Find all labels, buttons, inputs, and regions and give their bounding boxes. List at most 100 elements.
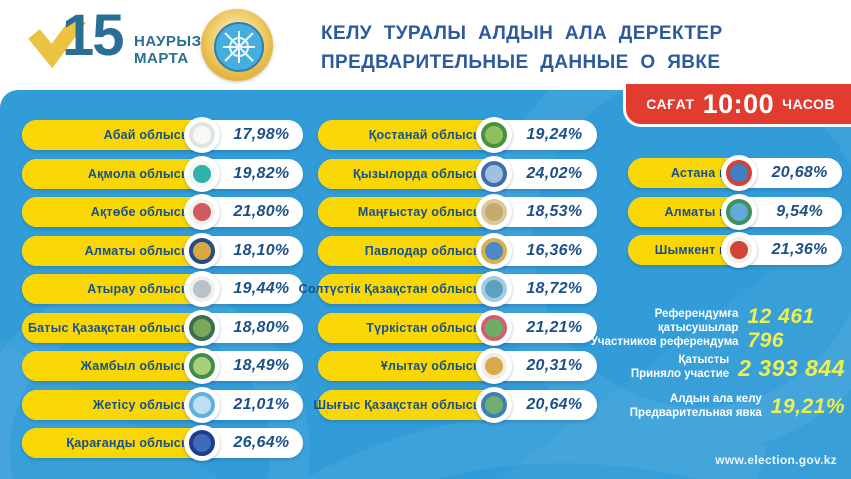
region-name: Жетісу облысы	[92, 397, 192, 412]
city-name-pill: Астана қ.	[628, 158, 740, 188]
region-turnout-value: 19,24%	[526, 126, 583, 143]
region-name: Атырау облысы	[87, 282, 192, 296]
region-name-pill: Ақмола облысы	[22, 158, 202, 189]
title-russian: ПРЕДВАРИТЕЛЬНЫЕ ДАННЫЕ О ЯВКЕ	[321, 52, 721, 74]
time-badge: САҒАТ 10:00 ЧАСОВ	[623, 84, 851, 127]
region-emblem-icon	[475, 117, 512, 153]
page-title: КЕЛУ ТУРАЛЫ АЛДЫН АЛА ДЕРЕКТЕР ПРЕДВАРИТ…	[321, 19, 723, 78]
stat-row: Алдын ала келу Предварительная явка 19,21%	[590, 388, 845, 426]
region-emblem-icon	[183, 309, 220, 346]
stat-row: Қатысты Приняло участие 2 393 844	[590, 349, 845, 387]
region-name: Алматы облысы	[84, 243, 192, 258]
region-name: Жамбыл облысы	[80, 359, 192, 373]
region-emblem-icon	[475, 348, 512, 384]
time-label-ru: ЧАСОВ	[782, 96, 835, 112]
city-row: Шымкент қ. 21,36%	[628, 232, 842, 268]
region-emblem-icon	[183, 425, 220, 461]
region-name-pill: Қостанай облысы	[318, 120, 494, 150]
region-column-middle: Қостанай облысы 19,24% Қызылорда облысы 24,…	[299, 117, 597, 428]
region-row: Павлодар облысы 16,36%	[318, 232, 597, 269]
region-row: Ақтөбе облысы 21,80%	[22, 194, 303, 230]
stat-row: Референдумға қатысушылар Участников рефер…	[590, 305, 845, 352]
stat-label-kk: Алдын ала келу	[669, 393, 762, 406]
region-name-pill: Маңғыстау облысы	[318, 197, 494, 227]
city-row: Астана қ. 20,68%	[628, 155, 842, 191]
region-row: Қызылорда облысы 24,02%	[318, 155, 597, 192]
city-name: Алматы қ.	[664, 204, 730, 219]
event-date-logo: 15 НАУРЫЗ МАРТА	[28, 3, 201, 82]
region-name: Маңғыстау облысы	[357, 205, 484, 219]
region-row: Жамбыл облысы 18,49%	[22, 348, 303, 384]
city-name: Шымкент қ.	[654, 243, 730, 257]
stat-label: Қатысты Приняло участие	[631, 354, 729, 382]
stat-label-ru: Приняло участие	[630, 368, 730, 380]
region-turnout-value: 16,36%	[526, 241, 583, 259]
region-row: Маңғыстау облысы 18,53%	[318, 194, 597, 230]
region-name-pill: Түркістан облысы	[318, 312, 494, 343]
region-row: Ұлытау облысы 20,31%	[318, 348, 597, 384]
city-name-pill: Алматы қ.	[628, 196, 740, 227]
region-turnout-value: 21,21%	[526, 318, 583, 336]
region-turnout-value: 18,53%	[526, 203, 583, 220]
region-emblem-icon	[475, 232, 512, 269]
region-name-pill: Батыс Қазақстан облысы	[22, 312, 202, 343]
stat-value: 2 393 844	[738, 354, 845, 381]
region-emblem-icon	[475, 309, 512, 346]
region-emblem-icon	[183, 348, 220, 384]
stats-block: Референдумға қатысушылар Участников рефер…	[590, 305, 845, 427]
region-emblem-icon	[183, 271, 220, 307]
checkmark-icon	[28, 22, 87, 69]
region-turnout-value: 18,10%	[233, 241, 290, 259]
region-emblem-icon	[183, 117, 220, 153]
region-name-pill: Солтүстік Қазақстан облысы	[299, 274, 494, 304]
logo-day: 15	[62, 3, 124, 68]
region-row: Атырау облысы 19,44%	[22, 271, 303, 307]
time-value: 10:00	[702, 88, 775, 119]
region-turnout-value: 21,01%	[233, 395, 290, 413]
region-name: Павлодар облысы	[364, 243, 484, 258]
region-name: Қарағанды облысы	[66, 436, 192, 450]
region-turnout-value: 18,80%	[233, 318, 290, 336]
region-name: Ақмола облысы	[87, 166, 192, 181]
region-name: Ұлытау облысы	[380, 359, 484, 373]
city-turnout-value: 21,36%	[771, 241, 828, 258]
region-turnout-value: 17,98%	[233, 126, 290, 143]
stat-label-kk: Қатысты	[678, 354, 730, 367]
city-emblem-icon	[721, 155, 758, 191]
region-name-pill: Ұлытау облысы	[318, 351, 494, 381]
region-name: Түркістан облысы	[366, 320, 484, 335]
website-link[interactable]: www.election.gov.kz	[715, 453, 837, 467]
region-turnout-value: 20,64%	[526, 395, 583, 413]
region-turnout-value: 21,80%	[233, 203, 290, 220]
city-emblem-icon	[721, 232, 758, 268]
region-row: Шығыс Қазақстан облысы 20,64%	[313, 386, 597, 423]
stat-value: 12 461 796	[747, 305, 815, 352]
region-row: Солтүстік Қазақстан облысы 18,72%	[299, 271, 597, 307]
region-name: Солтүстік Қазақстан облысы	[298, 282, 484, 296]
city-emblem-icon	[721, 193, 758, 230]
title-kazakh: КЕЛУ ТУРАЛЫ АЛДЫН АЛА ДЕРЕКТЕР	[321, 23, 723, 44]
region-name: Абай облысы	[103, 128, 192, 142]
region-row: Жетісу облысы 21,01%	[22, 386, 303, 423]
region-name-pill: Жетісу облысы	[22, 389, 202, 420]
stat-label-ru: Участников референдума	[590, 335, 739, 348]
city-column-right: Астана қ. 20,68% Алматы қ. 9,54% Шымкент қ. 2…	[628, 155, 842, 274]
stat-value: 19,21%	[770, 395, 845, 418]
header: 15 НАУРЫЗ МАРТА КЕЛУ ТУРАЛЫ АЛДЫН АЛА ДЕ…	[0, 0, 851, 90]
region-name-pill: Абай облысы	[22, 120, 202, 150]
region-name-pill: Павлодар облысы	[318, 235, 494, 266]
region-turnout-value: 19,82%	[233, 164, 290, 182]
city-turnout-value: 9,54%	[776, 202, 824, 220]
region-turnout-value: 26,64%	[233, 434, 290, 451]
region-turnout-value: 20,31%	[526, 357, 583, 374]
region-emblem-icon	[475, 386, 512, 423]
region-turnout-value: 18,72%	[526, 280, 583, 297]
region-emblem-icon	[475, 155, 512, 192]
region-turnout-value: 18,49%	[233, 357, 290, 374]
region-emblem-icon	[183, 386, 220, 423]
region-row: Түркістан облысы 21,21%	[318, 309, 597, 346]
city-name-pill: Шымкент қ.	[628, 235, 740, 265]
region-row: Алматы облысы 18,10%	[22, 232, 303, 269]
region-turnout-value: 24,02%	[526, 164, 583, 182]
election-commission-seal-icon	[201, 9, 273, 81]
